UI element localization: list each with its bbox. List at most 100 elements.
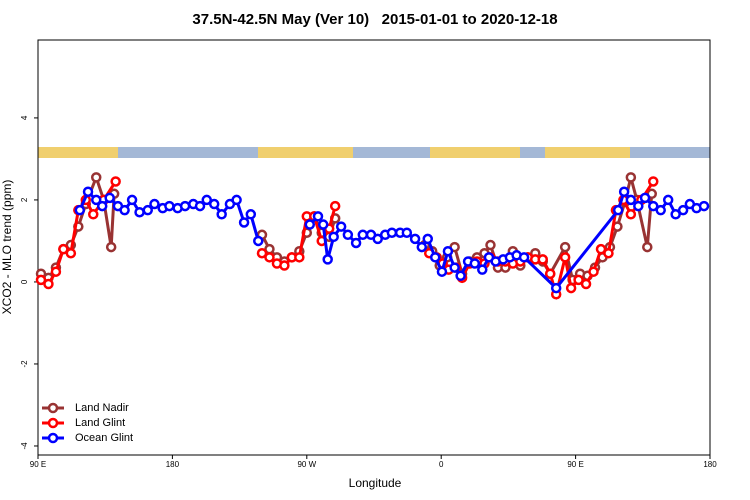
data-point [537, 254, 548, 265]
data-point [82, 186, 94, 197]
data-point [43, 278, 54, 290]
data-point [422, 233, 434, 245]
data-point [357, 229, 369, 241]
x-tick-label: 180 [166, 460, 180, 469]
data-point [312, 211, 324, 222]
data-point [477, 264, 488, 275]
data-point [625, 209, 637, 220]
chart-title: 37.5N-42.5N May (Ver 10) 2015-01-01 to 2… [192, 11, 557, 28]
data-point [304, 219, 316, 230]
data-point [238, 217, 250, 228]
data-point [698, 200, 710, 212]
legend-marker [47, 402, 59, 414]
data-point [88, 209, 99, 220]
data-point [639, 192, 651, 204]
data-point [642, 241, 653, 253]
data-point [595, 243, 607, 255]
plot-frame [37, 39, 711, 456]
data-point [449, 262, 460, 273]
data-point [469, 258, 481, 269]
data-point [335, 221, 347, 232]
data-point [328, 231, 339, 243]
map-strip [38, 147, 710, 158]
data-point [648, 176, 659, 187]
data-point [550, 282, 562, 294]
data-point [559, 252, 571, 263]
data-point [588, 266, 599, 277]
data-point [194, 200, 206, 212]
data-point [104, 192, 115, 204]
x-axis-label: Longitude [349, 476, 402, 490]
data-point [231, 194, 242, 206]
data-point [455, 270, 466, 282]
data-point [350, 237, 362, 249]
data-point [485, 239, 496, 251]
data-point [442, 245, 454, 257]
data-point [429, 252, 441, 263]
data-point [35, 274, 47, 286]
data-point [670, 209, 681, 220]
y-tick-label: 0 [20, 279, 29, 284]
data-point [655, 204, 666, 216]
legend-marker [47, 417, 59, 429]
legend-label: Land Glint [75, 417, 125, 429]
data-point [317, 219, 329, 230]
data-point [618, 186, 630, 197]
series-line [308, 188, 705, 291]
data-point [342, 229, 354, 241]
data-point [559, 241, 571, 253]
data-point [372, 233, 383, 245]
data-point [612, 204, 624, 216]
x-tick-label: 90 E [567, 460, 583, 469]
data-point [253, 235, 264, 247]
data-point [677, 204, 689, 216]
data-point [201, 194, 212, 206]
data-point [58, 243, 69, 255]
y-tick-label: -2 [20, 360, 29, 368]
data-point [105, 241, 117, 253]
data-point [625, 172, 637, 183]
data-point [401, 227, 413, 238]
data-point [603, 247, 614, 259]
data-point [322, 254, 333, 265]
data-point [633, 200, 644, 212]
data-point [142, 204, 154, 216]
data-point [294, 252, 305, 263]
data-point [96, 200, 108, 212]
data-point [245, 209, 257, 220]
data-point [386, 227, 398, 238]
x-tick-label: 0 [439, 460, 444, 469]
y-axis-label: XCO2 - MLO trend (ppm) [0, 180, 14, 315]
data-point [90, 194, 102, 206]
data-point [625, 194, 637, 206]
data-point [90, 172, 102, 183]
x-tick-label: 90 E [30, 460, 46, 469]
legend-label: Land Nadir [75, 402, 129, 414]
x-tick-label: 180 [703, 460, 717, 469]
data-point [279, 260, 290, 271]
data-point [110, 176, 121, 187]
data-point [565, 282, 577, 294]
legend-marker [47, 432, 59, 444]
data-point [264, 252, 275, 263]
data-point [648, 200, 659, 212]
y-tick-label: -4 [20, 442, 29, 450]
data-point [134, 206, 145, 218]
data-point [164, 200, 175, 212]
data-point [119, 204, 130, 216]
y-tick-label: 4 [20, 115, 29, 120]
legend: Land Nadir Land Glint Ocean Glint [42, 402, 133, 444]
data-point [179, 200, 191, 212]
y-tick-label: 2 [20, 197, 29, 202]
data-point [208, 198, 220, 210]
data-point [416, 241, 428, 253]
data-point [409, 233, 421, 245]
data-point [216, 209, 227, 220]
data-point [74, 204, 86, 216]
data-point [580, 278, 592, 290]
data-point [518, 252, 530, 263]
data-point [149, 198, 160, 210]
data-point [544, 268, 556, 279]
data-point [126, 194, 138, 206]
